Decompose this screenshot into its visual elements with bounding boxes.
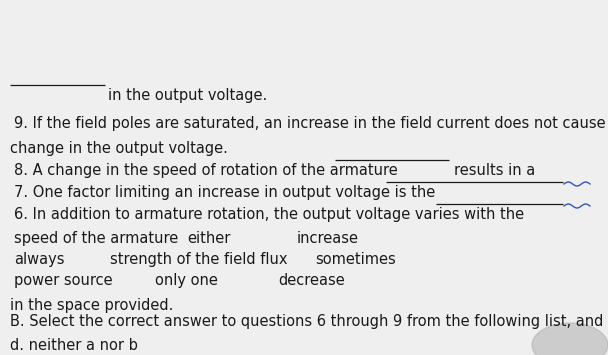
Text: either: either: [187, 231, 230, 246]
Text: power source: power source: [14, 273, 112, 288]
Text: in the space provided.: in the space provided.: [10, 298, 173, 313]
Text: d. neither a nor b: d. neither a nor b: [10, 338, 138, 353]
Text: 8. A change in the speed of rotation of the armature: 8. A change in the speed of rotation of …: [14, 163, 398, 178]
Text: increase: increase: [297, 231, 359, 246]
Text: 7. One factor limiting an increase in output voltage is the: 7. One factor limiting an increase in ou…: [14, 185, 435, 200]
Text: sometimes: sometimes: [315, 252, 396, 267]
Text: decrease: decrease: [278, 273, 345, 288]
Text: change in the output voltage.: change in the output voltage.: [10, 141, 228, 156]
Text: 9. If the field poles are saturated, an increase in the field current does not c: 9. If the field poles are saturated, an …: [14, 116, 608, 131]
Text: strength of the field flux: strength of the field flux: [110, 252, 288, 267]
Ellipse shape: [532, 323, 608, 355]
Text: in the output voltage.: in the output voltage.: [108, 88, 268, 103]
Text: B. Select the correct answer to questions 6 through 9 from the following list, a: B. Select the correct answer to question…: [10, 314, 608, 329]
Text: always: always: [14, 252, 64, 267]
Text: 6. In addition to armature rotation, the output voltage varies with the: 6. In addition to armature rotation, the…: [14, 207, 524, 222]
Text: only one: only one: [155, 273, 218, 288]
Text: speed of the armature: speed of the armature: [14, 231, 178, 246]
Text: results in a: results in a: [454, 163, 535, 178]
